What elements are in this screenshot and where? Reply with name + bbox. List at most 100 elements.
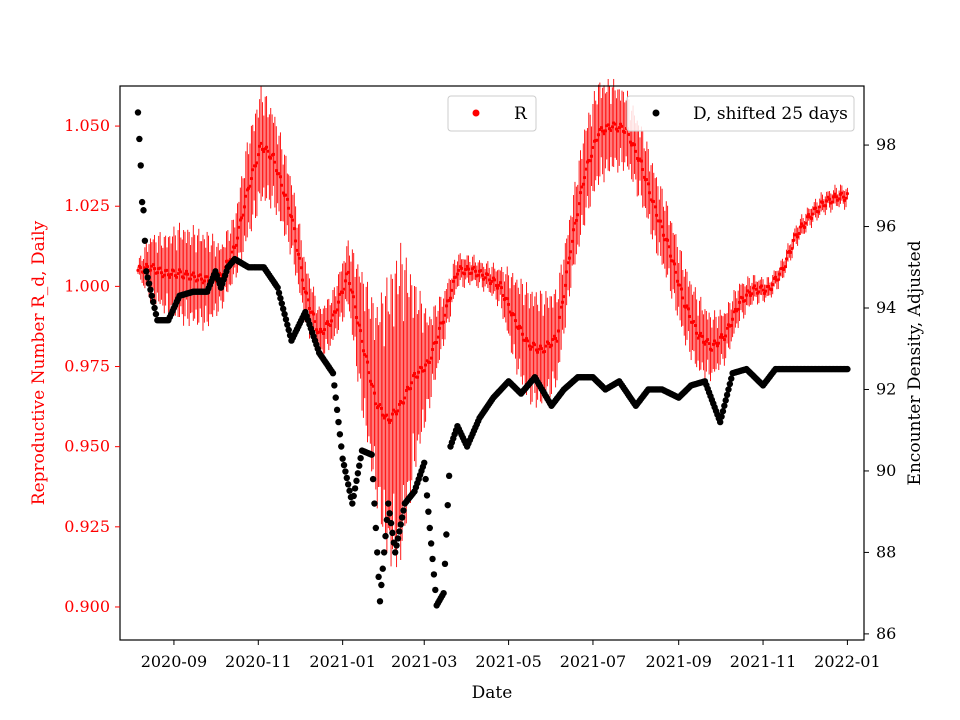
right-y-axis: 86 88 90 92 94 96 98 [864, 135, 896, 643]
r-point [162, 273, 166, 277]
r-point [302, 286, 306, 291]
r-point [782, 267, 786, 272]
d-point [353, 477, 360, 485]
d-point [152, 310, 160, 318]
r-point [264, 145, 269, 149]
d-point [378, 581, 385, 589]
r-point [627, 132, 631, 137]
r-point [428, 360, 432, 365]
r-point [464, 267, 468, 272]
d-point [441, 560, 449, 568]
r-point [526, 339, 530, 343]
r-point [653, 205, 657, 209]
r-point [714, 341, 718, 345]
r-point [609, 128, 613, 133]
d-point [374, 549, 381, 556]
d-point [430, 571, 438, 578]
r-point [534, 348, 538, 352]
d-point [344, 481, 352, 488]
r-point [277, 171, 281, 176]
r-point [404, 388, 408, 393]
d-point [728, 375, 735, 382]
r-point [646, 182, 650, 186]
r-point [645, 177, 649, 182]
r-point [588, 159, 592, 163]
x-tick-label: 2021-07 [560, 652, 626, 671]
r-point [191, 271, 195, 275]
r-point [493, 278, 497, 282]
r-point [292, 226, 296, 231]
r-point [415, 375, 419, 379]
d-point [371, 500, 378, 507]
legend-d-box [626, 95, 855, 132]
r-point [675, 279, 679, 283]
r-point [255, 161, 259, 165]
d-point [279, 305, 287, 313]
r-point [490, 279, 494, 284]
r-point [686, 307, 690, 311]
r-point [294, 239, 298, 243]
r-point [465, 264, 469, 269]
r-point [176, 271, 180, 276]
r-point [325, 320, 330, 324]
r-point [169, 272, 173, 276]
d-point [387, 519, 395, 527]
r-point [672, 262, 677, 266]
d-point [445, 472, 453, 480]
r-point [472, 265, 476, 269]
r-point [596, 133, 601, 137]
r-point [601, 129, 605, 133]
r-point [317, 330, 321, 334]
r-point [295, 248, 299, 252]
r-point [771, 282, 775, 287]
r-point [652, 199, 656, 204]
r-point [300, 278, 305, 282]
r-point [253, 164, 258, 168]
r-point [199, 277, 204, 281]
r-point [198, 273, 202, 277]
r-point [394, 412, 399, 416]
d-point [277, 295, 284, 302]
r-point [436, 335, 440, 339]
d-point [333, 406, 341, 414]
r-point [480, 273, 484, 277]
r-point [827, 197, 832, 201]
r-point [722, 337, 726, 342]
r-point [258, 144, 262, 148]
d-point [343, 474, 350, 482]
r-point [818, 205, 822, 209]
d-point [444, 501, 451, 509]
left-y-axis-label: Reproductive Number R_d, Daily [29, 220, 49, 505]
r-point [424, 363, 428, 367]
d-point [350, 492, 357, 500]
r-point [459, 266, 464, 270]
x-tick-label: 2021-03 [391, 652, 457, 671]
r-point [444, 304, 448, 308]
d-point [393, 542, 400, 549]
r-point [498, 281, 502, 285]
legend-r: R [447, 95, 537, 132]
r-point [555, 339, 559, 343]
r-point [737, 300, 742, 304]
r-point [443, 313, 447, 317]
r-point [757, 290, 761, 294]
r-point [703, 342, 707, 346]
r-point [136, 268, 140, 272]
r-point [389, 418, 393, 422]
r-point [401, 401, 406, 405]
d-point [284, 321, 291, 328]
r-point [563, 283, 567, 287]
d-point [398, 514, 406, 521]
r-point [623, 130, 627, 134]
r-point [659, 219, 663, 223]
d-point [332, 394, 339, 401]
d-point [145, 280, 153, 287]
r-point [462, 272, 466, 276]
r-point [412, 371, 417, 376]
legend-d: D, shifted 25 days [626, 95, 855, 132]
r-series-layer [136, 78, 850, 568]
r-point [791, 238, 796, 243]
d-point [391, 549, 399, 556]
r-point [343, 279, 348, 283]
d-point [143, 268, 150, 275]
